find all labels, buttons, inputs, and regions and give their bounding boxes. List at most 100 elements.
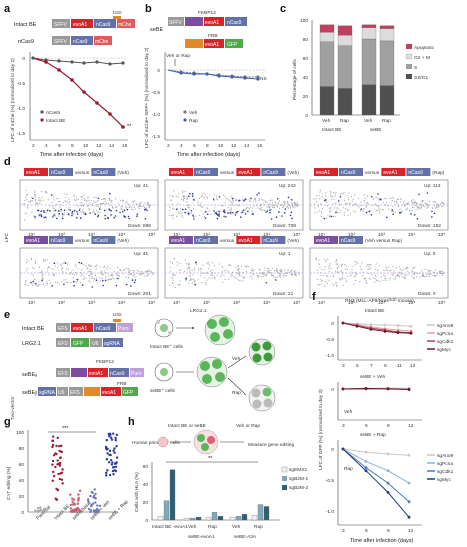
g-point [71, 500, 74, 503]
g-point [105, 438, 109, 442]
f-point [407, 453, 411, 457]
svg-text:seBE-A3A: seBE-A3A [234, 534, 257, 540]
c-legend: Apoptotic G2 + M S G0/G1 [405, 44, 435, 81]
f-point [386, 481, 390, 485]
panel-label-g: g [4, 416, 11, 428]
svg-text:13: 13 [410, 363, 416, 369]
svg-text:10¹: 10¹ [318, 232, 325, 238]
svg-text:-1.0: -1.0 [326, 353, 335, 359]
h-bar [157, 515, 164, 521]
b-line-chart: 0 -0.5 -1.0 -1.5 2 4 6 8 10 12 14 16 Tim… [144, 47, 267, 158]
g-point [114, 436, 117, 440]
svg-text:10: 10 [83, 143, 89, 149]
g-point [71, 508, 75, 512]
panel-label-c: c [280, 3, 286, 15]
g-point [51, 445, 54, 449]
c-ylabel: Percentage of cells [292, 59, 298, 100]
g-point [114, 465, 118, 468]
c-bar-segment [379, 85, 395, 116]
g-point [110, 463, 114, 466]
svg-text:-1.0: -1.0 [152, 112, 161, 118]
svg-text:(Veh versus Rap): (Veh versus Rap) [365, 238, 402, 244]
g-point [111, 461, 114, 464]
c-bar-segment [337, 35, 353, 46]
g-point [77, 493, 80, 496]
svg-text:-1.0: -1.0 [326, 509, 335, 515]
c-bar-segment [361, 27, 377, 40]
f-point [364, 386, 368, 390]
h-bar [211, 512, 218, 521]
g-point [36, 506, 40, 510]
h-ylabel: Cells with HLA (%) [134, 472, 140, 512]
svg-text:nCas9: nCas9 [408, 170, 423, 176]
f-point [407, 515, 411, 519]
svg-text:2: 2 [167, 143, 170, 149]
g-point [77, 498, 80, 501]
g-point [69, 507, 73, 510]
svg-text:nCas9: nCas9 [96, 22, 111, 28]
svg-text:Veh: Veh [344, 409, 353, 415]
svg-text:sgPcna: sgPcna [437, 331, 453, 337]
svg-text:Veh or Rap: Veh or Rap [166, 53, 190, 59]
svg-text:9: 9 [387, 423, 390, 429]
svg-text:EFS: EFS [58, 326, 68, 332]
svg-text:versus: versus [220, 170, 235, 176]
f-point [386, 452, 390, 456]
h-bar [229, 516, 236, 521]
svg-text:nCas9: nCas9 [93, 170, 108, 176]
g-point [55, 487, 58, 491]
g-point [71, 510, 75, 514]
svg-text:10²: 10² [58, 232, 65, 238]
a-xlabel: Time after infection (days) [40, 152, 104, 158]
svg-text:0: 0 [305, 113, 308, 119]
g-point [55, 444, 58, 448]
panel-label-e: e [4, 309, 10, 321]
svg-text:20: 20 [19, 494, 25, 500]
svg-text:10¹: 10¹ [173, 232, 180, 238]
svg-text:7: 7 [370, 363, 373, 369]
svg-text:sgAno9: sgAno9 [437, 323, 454, 329]
f-series-line [342, 448, 410, 503]
g-point [112, 449, 115, 452]
a-construct1: SFFV evoA1 nCas9 mChe [52, 16, 135, 28]
svg-text:Veh: Veh [232, 356, 241, 362]
d-ylabel: LFC [4, 232, 10, 242]
svg-text:(Veh): (Veh) [117, 170, 129, 176]
g-point [113, 462, 117, 465]
svg-text:Down: 0: Down: 0 [418, 291, 436, 297]
svg-text:12: 12 [231, 143, 237, 149]
g-point [114, 469, 118, 473]
svg-text:2: 2 [32, 143, 35, 149]
h-bar [217, 515, 224, 521]
f-point [364, 450, 368, 454]
h-legend: sgEMX1 sgB2M-1 sgB2M-2 [281, 466, 309, 491]
g-point [106, 452, 109, 455]
svg-text:11: 11 [397, 363, 402, 369]
g-point [52, 453, 56, 457]
svg-text:60: 60 [143, 464, 149, 470]
svg-text:Down: 708: Down: 708 [273, 223, 296, 229]
panel-label-h: h [128, 416, 135, 428]
f-point [383, 323, 387, 327]
svg-text:Up: 41: Up: 41 [134, 251, 148, 257]
g-point [111, 466, 115, 469]
h-bar-chart: 0 20 40 60 Cells with HLA (%) ** Intact … [134, 456, 280, 540]
f-point [369, 323, 373, 326]
svg-text:10⁴: 10⁴ [263, 232, 270, 238]
f-point [369, 328, 373, 331]
svg-text:Intact BE⁺ cells: Intact BE⁺ cells [150, 344, 184, 350]
f-point [407, 387, 411, 391]
svg-text:sgMyc: sgMyc [437, 477, 451, 483]
c-bar-segment [319, 32, 335, 42]
svg-text:-1.0: -1.0 [17, 106, 26, 112]
g-point [108, 449, 112, 453]
g-point [108, 473, 112, 477]
svg-text:6: 6 [365, 528, 368, 534]
svg-text:FRB: FRB [208, 33, 218, 39]
f-point [383, 329, 387, 333]
svg-text:Down: 152: Down: 152 [418, 223, 441, 229]
svg-text:evoA1: evoA1 [383, 170, 397, 176]
svg-text:U6: U6 [58, 390, 65, 396]
svg-text:Apoptotic: Apoptotic [414, 45, 435, 51]
d-ma-plot: evoA1 nCas9 versus evoA1 nCas9 (Veh)Up: 1Down… [164, 236, 304, 306]
